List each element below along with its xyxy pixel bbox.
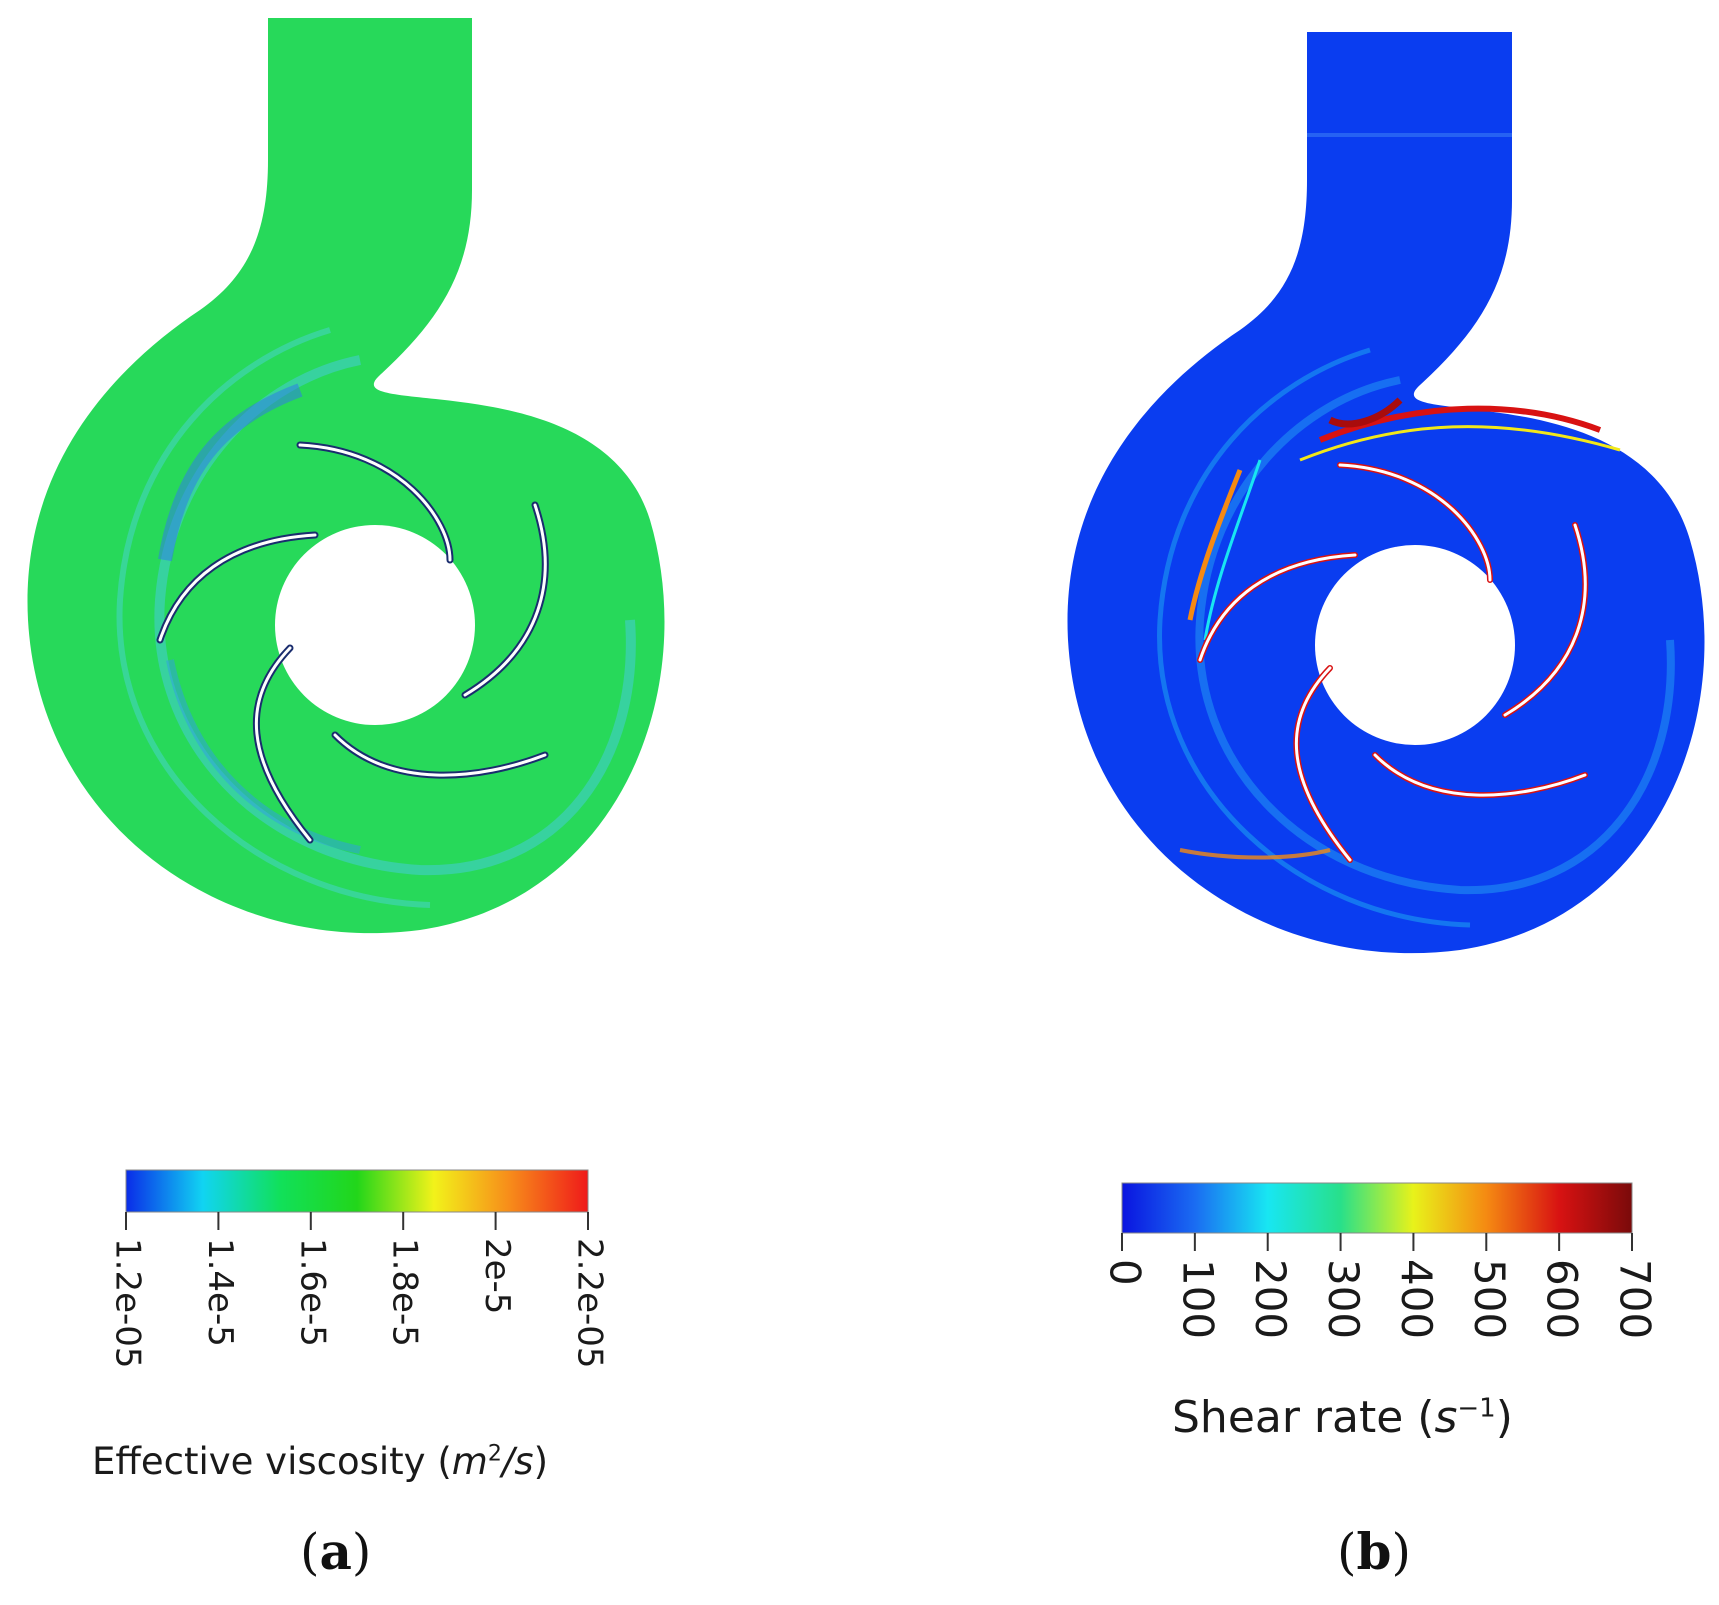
colorbar-b-tick-label: 100 [1173, 1259, 1222, 1339]
subfigure-label-a: (a) [300, 1522, 372, 1581]
panel-a-volute [27, 18, 665, 934]
colorbar-a-bar [125, 1169, 589, 1213]
colorbar-b-tick-label: 200 [1246, 1259, 1295, 1339]
panel-b-contour [1067, 32, 1705, 954]
colorbar-b-tick-label: 600 [1538, 1259, 1587, 1339]
colorbar-b-tick-label: 400 [1392, 1259, 1441, 1339]
panel-b-volute [1067, 32, 1705, 954]
colorbar-a-ticks: 1.2e-05 1.4e-5 1.6e-5 1.8e-5 2e-5 2.2e-05 [108, 1212, 610, 1369]
subfigure-label-b: (b) [1337, 1522, 1411, 1581]
colorbar-b-tick-label: 500 [1465, 1259, 1514, 1339]
colorbar-b-ticks: 0 100 200 300 400 500 600 700 [1101, 1233, 1660, 1339]
panel-a-impeller-eye [275, 525, 475, 725]
colorbar-a-tick-label: 2e-5 [477, 1238, 517, 1314]
colorbar-a-tick-label: 1.6e-5 [292, 1238, 332, 1347]
panel-a-contour [27, 18, 665, 934]
colorbar-b-bar [1121, 1182, 1633, 1234]
colorbar-a-tick-label: 1.2e-05 [108, 1238, 148, 1369]
colorbar-b-tick-label: 300 [1319, 1259, 1368, 1339]
colorbar-b-tick-label: 0 [1101, 1259, 1150, 1286]
panel-b-impeller-eye [1315, 545, 1515, 745]
colorbar-a-tick-label: 1.4e-5 [200, 1238, 240, 1347]
colorbar-a-tick-label: 1.8e-5 [385, 1238, 425, 1347]
colorbar-a-title: Effective viscosity (m2/s) [92, 1440, 549, 1483]
colorbar-b-title: Shear rate (s−1) [1172, 1392, 1513, 1443]
colorbar-a: 1.2e-05 1.4e-5 1.6e-5 1.8e-5 2e-5 2.2e-05 [108, 1169, 610, 1369]
colorbar-b: 0 100 200 300 400 500 600 700 [1101, 1182, 1660, 1339]
colorbar-b-tick-label: 700 [1611, 1259, 1660, 1339]
colorbar-a-tick-label: 2.2e-05 [570, 1238, 610, 1369]
